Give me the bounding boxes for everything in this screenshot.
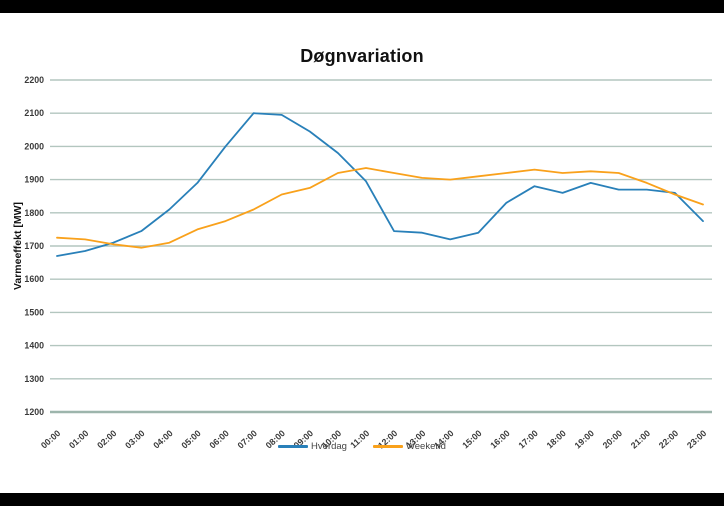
- y-tick-label: 1900: [24, 175, 44, 185]
- y-tick-label: 1200: [24, 407, 44, 417]
- legend-item-hverdag: Hverdag: [278, 441, 347, 452]
- legend-label-weekend: Weekend: [405, 441, 446, 452]
- legend: Hverdag Weekend: [0, 441, 724, 452]
- y-tick-label: 1500: [24, 307, 44, 317]
- series-line-hverdag: [56, 112, 704, 257]
- legend-label-hverdag: Hverdag: [311, 441, 347, 452]
- legend-item-weekend: Weekend: [372, 441, 446, 452]
- y-tick-label: 1300: [24, 374, 44, 384]
- chart-title: Døgnvariation: [300, 46, 424, 66]
- series-line-weekend: [56, 167, 704, 249]
- plot-area: 1200 1300 1400 1500 1600 1700 1800 1900 2000 2100…: [24, 75, 712, 451]
- hverdag-line-swatch: [278, 445, 309, 448]
- letterbox-top: [0, 0, 724, 13]
- y-tick-label: 2100: [24, 108, 44, 118]
- y-tick-label: 2200: [24, 75, 44, 85]
- y-tick-label: 1700: [24, 241, 44, 251]
- y-tick-label: 1800: [24, 208, 44, 218]
- y-tick-label: 2000: [24, 141, 44, 151]
- y-tick-label: 1600: [24, 274, 44, 284]
- y-tick-label: 1400: [24, 341, 44, 351]
- letterbox-bottom: [0, 493, 724, 506]
- chart-canvas: Døgnvariation Varmeeffekt [MW] 1200 1300 1…: [0, 13, 724, 493]
- weekend-line-swatch: [372, 445, 403, 448]
